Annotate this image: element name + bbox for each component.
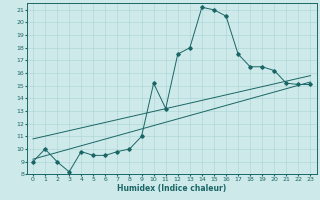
X-axis label: Humidex (Indice chaleur): Humidex (Indice chaleur) [117, 184, 226, 193]
